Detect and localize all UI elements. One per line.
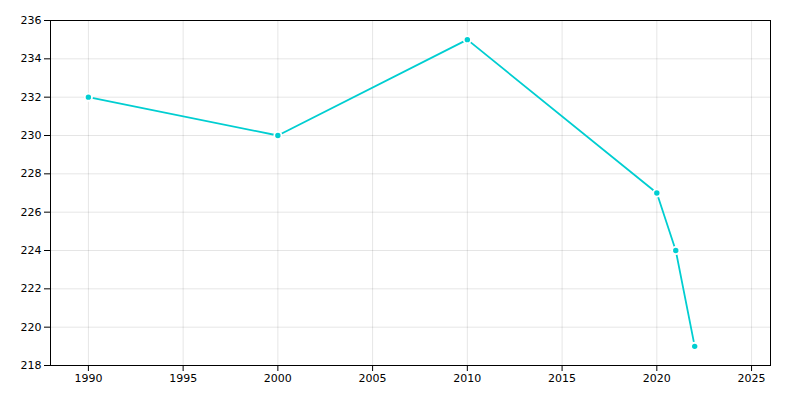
svg-text:2005: 2005	[359, 372, 387, 385]
svg-text:2025: 2025	[738, 372, 766, 385]
svg-text:2020: 2020	[643, 372, 671, 385]
svg-text:2010: 2010	[453, 372, 481, 385]
svg-text:1995: 1995	[169, 372, 197, 385]
svg-text:228: 228	[21, 167, 42, 180]
svg-text:230: 230	[21, 129, 42, 142]
svg-text:220: 220	[21, 321, 42, 334]
svg-text:222: 222	[21, 282, 42, 295]
svg-text:224: 224	[21, 244, 42, 257]
svg-text:234: 234	[21, 52, 42, 65]
svg-text:232: 232	[21, 91, 42, 104]
svg-text:2015: 2015	[548, 372, 576, 385]
svg-text:2000: 2000	[264, 372, 292, 385]
svg-text:218: 218	[21, 359, 42, 372]
svg-text:1990: 1990	[74, 372, 102, 385]
svg-text:226: 226	[21, 206, 42, 219]
svg-text:236: 236	[21, 14, 42, 27]
